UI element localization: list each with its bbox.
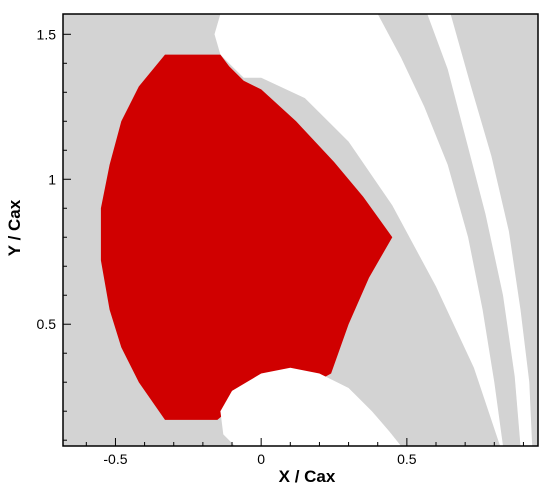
x-axis-label: X / Cax — [279, 467, 336, 486]
x-tick-label: 0.5 — [397, 451, 417, 467]
lower-blade — [220, 367, 401, 446]
y-axis-ticks: 0.5 1 1.5 — [37, 26, 71, 441]
y-tick-label: 0.5 — [37, 316, 57, 332]
y-axis-label: Y / Cax — [5, 199, 24, 256]
red-region — [100, 54, 393, 420]
plot-frame — [62, 13, 539, 447]
x-tick-label: -0.5 — [103, 451, 127, 467]
y-tick-label: 1 — [48, 171, 56, 187]
upper-blade — [214, 14, 503, 446]
x-tick-label: 0 — [257, 451, 265, 467]
x-axis-ticks: -0.5 0 0.5 — [85, 438, 524, 467]
plot-area — [100, 14, 533, 446]
right-blade-strip — [427, 14, 533, 446]
y-tick-label: 1.5 — [37, 26, 57, 42]
